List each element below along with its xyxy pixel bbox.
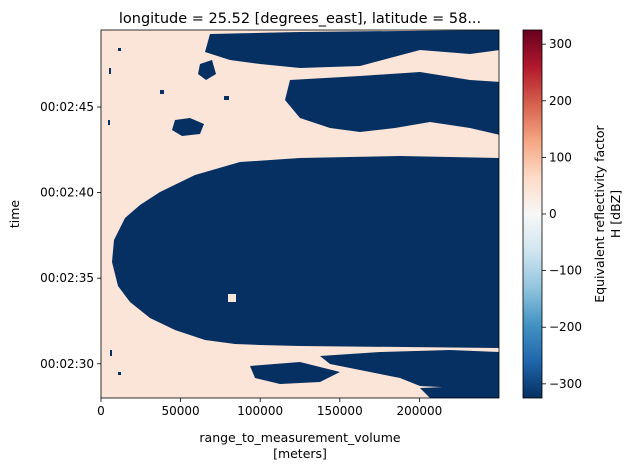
colorbar [522,29,543,399]
colorbar-tick-label: −200 [549,320,582,334]
x-tick-label: 0 [97,404,105,418]
colorbar-tick-label: −100 [549,264,582,278]
plot-frame [100,29,500,399]
y-tick-label: 00:02:40 [40,186,94,200]
y-axis-label: time [7,200,22,229]
colorbar-tick-label: −300 [549,377,582,391]
lower-echo-bands [250,350,499,398]
colorbar-label-line2: H [dBZ] [608,190,623,238]
colorbar-label-line1: Equivalent reflectivity factor [592,124,607,302]
y-axis: 00:02:30 00:02:35 00:02:40 00:02:45 [40,100,101,371]
y-tick-label: 00:02:30 [40,357,94,371]
x-tick-label: 200000 [396,404,442,418]
y-tick-label: 00:02:35 [40,271,94,285]
core-region [112,156,499,348]
upper-echo-bands [172,30,499,136]
x-tick-label: 150000 [317,404,363,418]
colorbar-tick-label: 100 [549,150,572,164]
x-axis-units: [meters] [273,446,327,461]
x-axis-label: range_to_measurement_volume [199,430,400,445]
core-hole [228,294,236,302]
y-tick-label: 00:02:45 [40,100,94,114]
x-tick-label: 50000 [162,404,200,418]
x-tick-label: 100000 [237,404,283,418]
colorbar-axis: −300 −200 −100 0 100 200 300 [542,37,582,391]
colorbar-tick-label: 0 [549,207,557,221]
colorbar-tick-label: 300 [549,37,572,51]
chart-title: longitude = 25.52 [degrees_east], latitu… [119,11,481,27]
x-axis: 0 50000 100000 150000 200000 [97,398,442,418]
colorbar-tick-label: 200 [549,94,572,108]
speckle-noise [108,38,496,375]
heatmap-field [101,30,499,398]
